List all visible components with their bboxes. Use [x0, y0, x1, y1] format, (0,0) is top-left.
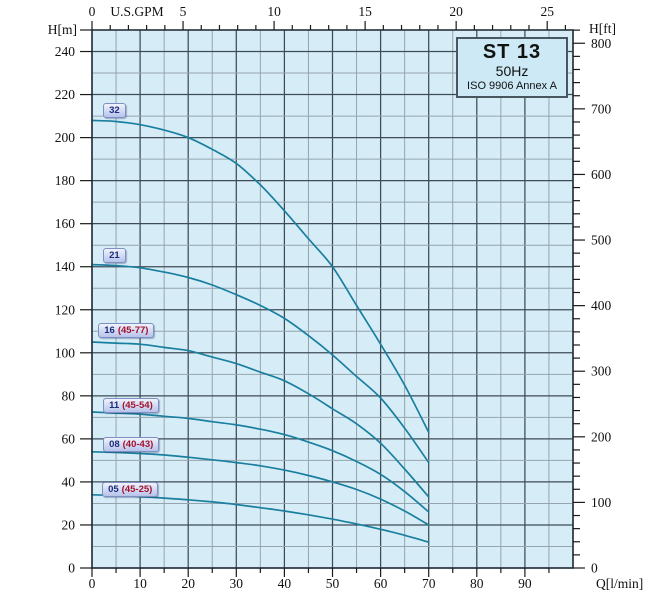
performance-curves — [91, 119, 430, 544]
svg-text:60: 60 — [62, 431, 76, 446]
svg-text:300: 300 — [591, 364, 612, 379]
svg-text:40: 40 — [62, 474, 76, 489]
curve-stage-number: 08 — [109, 438, 120, 450]
svg-text:800: 800 — [591, 36, 612, 51]
svg-text:400: 400 — [591, 298, 612, 313]
svg-text:80: 80 — [470, 576, 484, 591]
curve-range: (45-54) — [122, 399, 153, 411]
curve-stage-number: 21 — [109, 249, 120, 261]
curve-stage-number: 11 — [109, 399, 120, 411]
svg-text:0: 0 — [68, 561, 75, 576]
svg-text:600: 600 — [591, 167, 612, 182]
curve-range: (40-43) — [122, 438, 154, 450]
curve-range: (45-77) — [117, 325, 149, 337]
curve-range: (45-25) — [121, 483, 153, 495]
curve-stage-number: 16 — [104, 325, 115, 337]
svg-text:100: 100 — [591, 495, 612, 510]
test-standard: ISO 9906 Annex A — [467, 80, 557, 92]
curve-05 — [91, 493, 430, 544]
curve-08 — [91, 450, 430, 526]
svg-text:30: 30 — [230, 576, 244, 591]
curve-stage-number: 05 — [108, 483, 119, 495]
curve-11 — [91, 411, 430, 513]
svg-text:80: 80 — [62, 388, 76, 403]
svg-text:25: 25 — [540, 4, 554, 19]
svg-text:220: 220 — [55, 87, 76, 102]
curve-label-32: 32 — [103, 103, 126, 119]
curve-label-08: 08 (40-43) — [103, 436, 160, 452]
top-axis-unit: U.S.GPM — [110, 4, 163, 19]
curve-32 — [91, 119, 430, 434]
curve-16 — [91, 341, 430, 498]
pump-frequency: 50Hz — [495, 63, 529, 79]
svg-text:10: 10 — [267, 4, 281, 19]
left-axis-unit: H[m] — [48, 22, 77, 37]
curve-label-16: 16 (45-77) — [98, 323, 155, 339]
axis-tick-labels: 0 10 20 30 40 50 60 70 80 90020406080100120140160… — [55, 4, 612, 591]
svg-text:90: 90 — [518, 576, 532, 591]
curve-label-21: 21 — [103, 247, 126, 263]
svg-text:200: 200 — [591, 429, 612, 444]
svg-text:120: 120 — [55, 302, 76, 317]
svg-text:20: 20 — [449, 4, 463, 19]
right-axis-unit: H[ft] — [589, 21, 616, 36]
svg-text:60: 60 — [374, 576, 388, 591]
svg-text:0: 0 — [89, 4, 96, 19]
svg-text:70: 70 — [422, 576, 436, 591]
svg-text:20: 20 — [62, 517, 76, 532]
svg-text:20: 20 — [181, 576, 195, 591]
svg-text:180: 180 — [55, 173, 76, 188]
svg-text:15: 15 — [358, 4, 372, 19]
svg-text:160: 160 — [55, 216, 76, 231]
curve-21 — [91, 263, 430, 464]
svg-text:0: 0 — [591, 561, 598, 576]
axis-ticks — [80, 21, 585, 577]
svg-text:100: 100 — [55, 345, 76, 360]
curve-label-05: 05 (45-25) — [102, 481, 159, 497]
pump-model: ST 13 — [482, 41, 542, 63]
curve-label-11: 11 (45-54) — [103, 397, 159, 413]
title-box: ST 13 50Hz ISO 9906 Annex A — [456, 37, 568, 98]
svg-text:700: 700 — [591, 101, 612, 116]
svg-text:200: 200 — [55, 130, 76, 145]
svg-text:500: 500 — [591, 233, 612, 248]
svg-text:0: 0 — [89, 576, 96, 591]
svg-text:40: 40 — [278, 576, 292, 591]
svg-text:5: 5 — [180, 4, 187, 19]
grid-lines — [91, 29, 574, 569]
svg-text:140: 140 — [55, 259, 76, 274]
bottom-axis-unit: Q[l/min] — [596, 576, 643, 591]
svg-text:10: 10 — [133, 576, 147, 591]
curve-stage-number: 32 — [109, 105, 120, 117]
svg-text:50: 50 — [326, 576, 340, 591]
svg-text:240: 240 — [55, 44, 76, 59]
